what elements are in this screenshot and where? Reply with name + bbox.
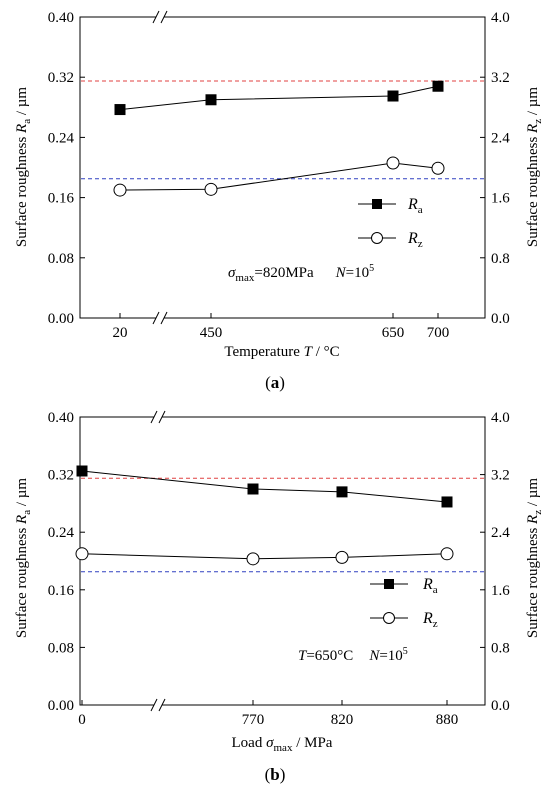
y-left-tick-label-a: 0.24 [48, 130, 75, 146]
axis-break-gap-bottom-b [154, 703, 162, 707]
annotation-a: σmax=820MPa N=105 [228, 263, 374, 284]
y-left-tick-label-b: 0.32 [48, 468, 74, 484]
x-title-a: Temperature T / °C [224, 344, 339, 360]
data-point-rz-a [386, 156, 400, 170]
y-left-tick-label-a: 0.40 [48, 10, 74, 26]
x-tick-label-b: 0 [78, 712, 86, 728]
y-left-tick-label-a: 0.16 [48, 191, 75, 207]
y-left-title-a: Surface roughness Ra / µm [14, 87, 33, 248]
x-tick-label-a: 700 [427, 325, 450, 341]
series-line-ra-b [81, 470, 448, 503]
legend-rz-marker-a [371, 232, 383, 244]
plot-area-a: 0.00 0.08 0.16 0.24 0.32 0.40 0.0 0.8 1.6 2.4 3.2 4… [48, 10, 511, 341]
y-right-tick-label-b: 3.2 [491, 468, 510, 484]
axis-break-mark-bottom-1-b [150, 698, 158, 712]
axis-break-mark-top-2-b [158, 410, 166, 424]
y-right-title-b: Surface roughness Rz / µm [525, 478, 544, 639]
x-tick-label-a: 20 [113, 325, 128, 341]
data-point-rz-b [440, 547, 454, 561]
data-point-rz-a [431, 161, 445, 175]
axis-break-gap-top-a [156, 15, 164, 19]
legend-ra-label-b: Ra [422, 576, 438, 596]
y-right-tick-label-a: 4.0 [491, 10, 510, 26]
data-point-rz-b [335, 550, 349, 564]
x-tick-label-a: 650 [382, 325, 405, 341]
axis-break-mark-bottom-1-a [152, 311, 160, 325]
y-right-title-a: Surface roughness Rz / µm [525, 87, 544, 248]
axis-break-mark-bottom-2-b [158, 698, 166, 712]
plot-frame-a [79, 16, 486, 319]
legend-rz-label-b: Rz [422, 610, 438, 630]
y-right-tick-label-b: 2.4 [491, 525, 510, 541]
series-line-ra-a [119, 85, 439, 111]
y-left-tick-label-b: 0.16 [48, 583, 75, 599]
data-point-rz-b [75, 547, 89, 561]
y-right-tick-label-a: 1.6 [491, 191, 510, 207]
x-tick-label-b: 880 [436, 712, 459, 728]
data-point-ra-a [205, 94, 217, 106]
legend-rz-label-a: Rz [407, 230, 423, 250]
x-title-b: Load σmax / MPa [232, 735, 333, 754]
x-tick-label-a: 450 [200, 325, 223, 341]
data-point-ra-b [76, 465, 88, 477]
legend-rz-marker-b [383, 612, 395, 624]
y-right-tick-label-b: 4.0 [491, 410, 510, 426]
plot-area-b: 0.00 0.08 0.16 0.24 0.32 0.40 0.0 0.8 1.6 2.4 3.2 4… [48, 410, 511, 728]
axis-break-mark-top-1-b [150, 410, 158, 424]
axis-break-mark-top-2-a [160, 10, 168, 24]
y-right-tick-label-a: 0.8 [491, 251, 510, 267]
axis-break-gap-top-b [154, 415, 162, 419]
data-point-rz-a [113, 183, 127, 197]
y-left-tick-label-b: 0.24 [48, 525, 75, 541]
data-point-rz-b [246, 552, 260, 566]
annotation-b: T=650°C N=105 [298, 646, 408, 664]
panel-label-a: (a) [265, 373, 285, 392]
y-right-tick-label-a: 3.2 [491, 70, 510, 86]
y-left-tick-label-a: 0.32 [48, 70, 74, 86]
y-right-tick-label-b: 0.0 [491, 698, 510, 714]
y-left-tick-label-a: 0.00 [48, 311, 74, 327]
legend-a: Ra Rz [358, 196, 423, 250]
series-line-rz-a [119, 162, 439, 191]
axis-break-mark-top-1-a [152, 10, 160, 24]
data-point-ra-a [432, 80, 444, 92]
data-point-ra-b [336, 486, 348, 498]
series-line-rz-b [81, 553, 448, 560]
legend-ra-marker-b [384, 579, 394, 589]
data-point-ra-a [114, 104, 126, 116]
y-left-title-b: Surface roughness Ra / µm [14, 478, 33, 639]
legend-ra-label-a: Ra [407, 196, 423, 216]
panel-label-b: (b) [265, 765, 286, 784]
y-left-tick-label-b: 0.08 [48, 640, 74, 656]
x-tick-label-b: 820 [331, 712, 354, 728]
axis-break-gap-bottom-a [156, 316, 164, 320]
axis-break-mark-bottom-2-a [160, 311, 168, 325]
data-point-rz-a [204, 182, 218, 196]
x-tick-label-b: 770 [242, 712, 265, 728]
panel-a: 0.00 0.08 0.16 0.24 0.32 0.40 0.0 0.8 1.6 2.4 3.2 4… [14, 10, 544, 392]
y-right-tick-label-b: 0.8 [491, 640, 510, 656]
data-point-ra-b [247, 483, 259, 495]
plot-frame-b [79, 416, 486, 706]
legend-b: Ra Rz [370, 576, 438, 630]
legend-ra-marker-a [372, 199, 382, 209]
data-point-ra-b [441, 496, 453, 508]
y-right-tick-label-b: 1.6 [491, 583, 510, 599]
y-left-tick-label-a: 0.08 [48, 251, 74, 267]
data-point-ra-a [387, 90, 399, 102]
y-left-tick-label-b: 0.40 [48, 410, 74, 426]
panel-b: 0.00 0.08 0.16 0.24 0.32 0.40 0.0 0.8 1.6 2.4 3.2 4… [14, 410, 544, 784]
y-right-tick-label-a: 0.0 [491, 311, 510, 327]
y-left-tick-label-b: 0.00 [48, 698, 74, 714]
y-right-tick-label-a: 2.4 [491, 130, 510, 146]
